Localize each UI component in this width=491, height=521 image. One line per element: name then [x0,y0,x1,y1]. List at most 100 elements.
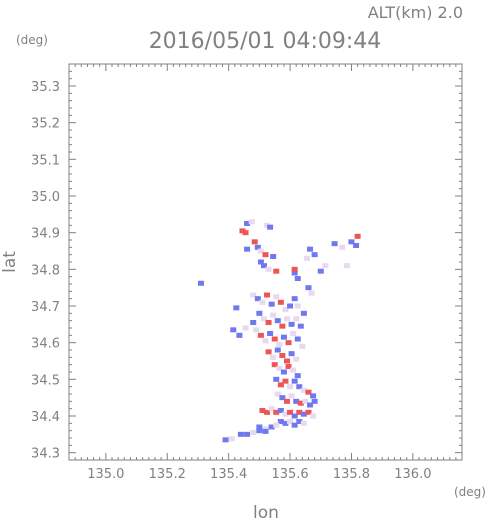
y-tick-label: 34.9 [31,227,60,242]
y-tick-label: 35.1 [31,153,60,168]
echo-point [250,292,257,298]
plot-frame [68,63,463,461]
x-tick-label: 135.2 [149,467,186,482]
echo-point [260,263,267,269]
y-tick-label: 34.5 [31,373,60,388]
echo-point [262,252,269,258]
echo-point [291,266,298,272]
x-tick-label: 135.8 [333,467,370,482]
echo-point [300,310,307,316]
x-axis-label: lon [253,503,279,521]
echo-point [244,221,251,226]
echo-point [291,413,298,419]
echo-point [288,393,295,399]
echo-point [317,268,324,274]
echo-point [233,305,240,311]
echo-point [339,244,346,250]
echo-point [310,393,317,399]
echo-point [259,408,266,413]
echo-point [242,230,249,236]
echo-point [291,270,298,276]
echo-point [257,248,264,254]
echo-point [297,400,304,406]
echo-point [294,276,301,281]
echo-point [294,303,301,309]
echo-point [283,316,290,322]
echo-point [250,320,257,325]
echo-point [256,310,263,316]
echo-point [274,391,281,397]
echo-point [297,323,304,329]
echo-point [267,331,274,336]
y-tick-label: 34.8 [31,263,60,278]
echo-point [353,243,360,248]
echo-point [268,301,275,307]
y-unit-label: (deg) [16,33,48,47]
echo-point [239,228,246,234]
echo-point [287,384,294,390]
x-axis-ticks: 135.0 135.2 135.4 135.6 135.8 136.0 [68,64,463,482]
echo-point [251,239,258,245]
echo-point [228,436,235,442]
echo-point [279,353,286,358]
echo-point [303,255,310,261]
echo-point [294,373,301,379]
echo-point [273,294,280,300]
echo-point [265,320,272,325]
echo-point [253,327,260,333]
echo-point [283,358,290,364]
echo-point [257,332,264,338]
echo-point [237,431,244,437]
x-tick-label: 135.4 [210,467,247,482]
y-tick-label: 34.6 [31,337,60,352]
chart-title: 2016/05/01 04:09:44 [149,29,382,54]
echo-point [265,266,272,272]
echo-point [262,338,269,344]
echo-point [277,382,284,388]
echo-point [280,334,287,340]
echo-point [256,428,263,434]
echo-point [277,299,284,305]
echo-point [308,290,315,296]
echo-point [305,389,312,395]
echo-point [262,428,269,434]
echo-point [254,244,261,250]
echo-point [262,426,269,432]
echo-point [236,332,243,338]
echo-point [270,312,277,318]
echo-point [274,318,281,324]
echo-point [296,419,303,424]
echo-point [310,413,317,419]
echo-point [302,398,309,404]
echo-point [273,268,280,274]
echo-point [293,356,300,362]
y-tick-label: 35.0 [31,190,60,205]
echo-point [264,409,271,415]
echo-point [343,263,350,269]
echo-point [288,351,295,357]
echo-point [270,254,277,259]
echo-point [282,307,289,313]
echo-point [294,336,301,342]
echo-point [248,219,255,225]
echo-point [305,285,312,291]
echo-point [276,365,283,371]
echo-point [250,430,257,435]
altitude-label: ALT(km) 2.0 [368,3,463,22]
echo-point [254,296,261,302]
echo-point [256,424,263,430]
x-unit-label: (deg) [454,485,486,499]
echo-point [311,252,318,258]
echo-point [265,349,272,355]
echo-point [282,411,289,417]
echo-point [244,431,251,437]
echo-point [274,347,281,353]
echo-point [299,343,306,349]
echo-point [288,321,295,327]
echo-point [198,280,205,286]
echo-point [307,246,314,252]
echo-point [282,378,289,384]
echo-point [293,398,300,404]
x-tick-label: 135.0 [87,467,124,482]
